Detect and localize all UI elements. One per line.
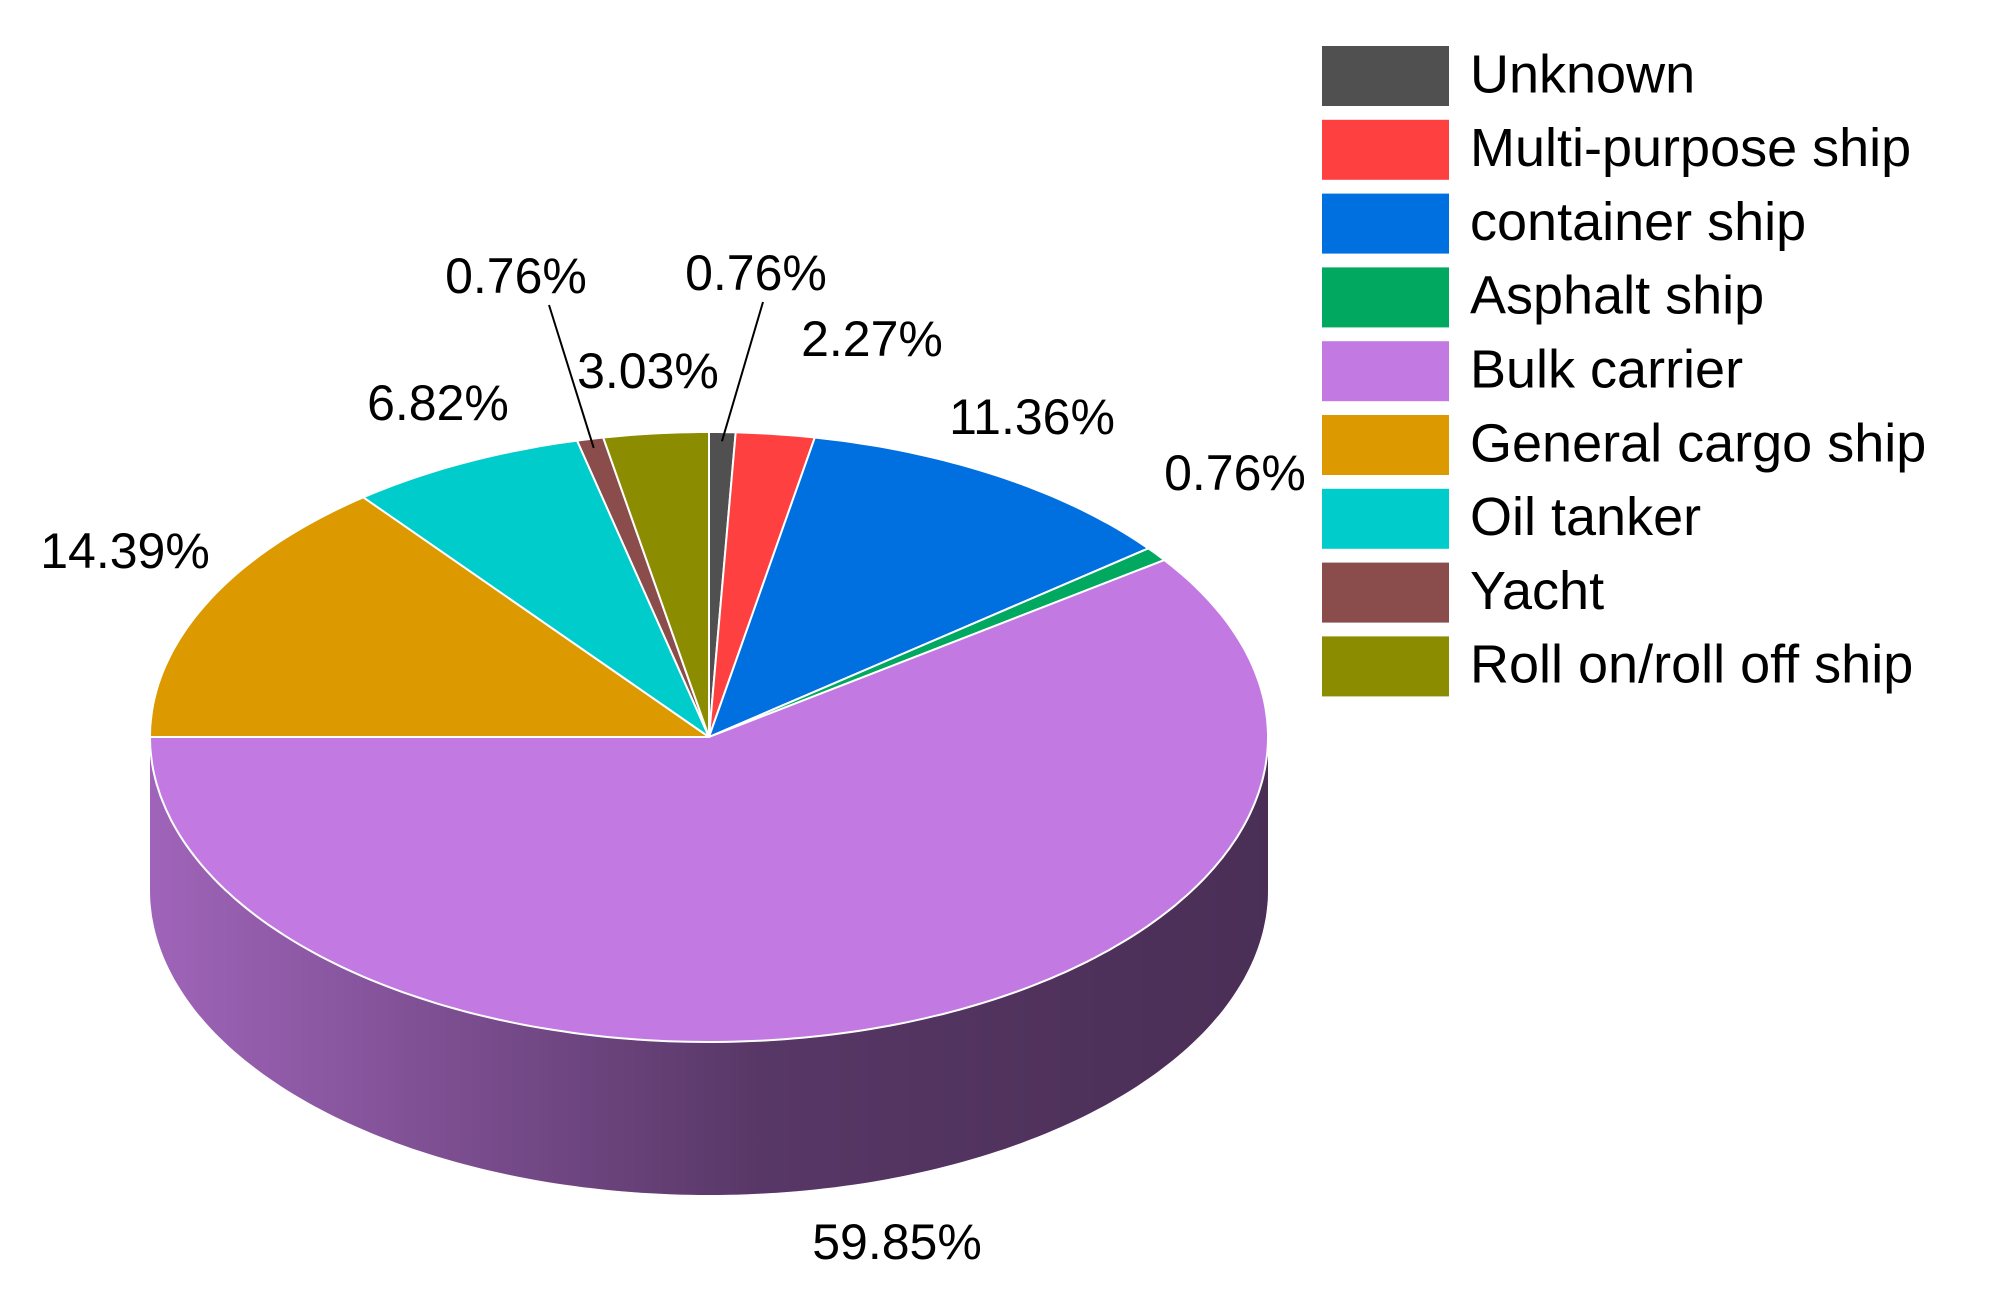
pie-slice — [602, 431, 710, 738]
value-label: 6.82% — [367, 375, 509, 431]
legend-label: Asphalt ship — [1470, 266, 1764, 326]
legend-label: Multi-purpose ship — [1470, 118, 1911, 178]
legend-label: Yacht — [1470, 561, 1604, 621]
legend-label: General cargo ship — [1470, 413, 1926, 473]
legend-label: Bulk carrier — [1470, 339, 1743, 399]
legend-swatch — [1322, 46, 1449, 106]
value-label: 11.36% — [949, 389, 1115, 445]
pie-slice — [362, 439, 710, 738]
pie-slice — [708, 436, 1150, 738]
legend-swatch — [1322, 562, 1449, 623]
value-label: 3.03% — [577, 343, 719, 399]
value-label: 14.39% — [40, 523, 210, 579]
value-label: 2.27% — [801, 311, 943, 367]
legend-swatch — [1322, 636, 1449, 697]
leader-line — [720, 301, 764, 442]
value-label: 59.85% — [812, 1214, 982, 1270]
legend-label: Oil tanker — [1470, 487, 1701, 547]
value-label: 0.76% — [1164, 445, 1306, 501]
legend-label: container ship — [1470, 192, 1806, 252]
pie-slice — [149, 496, 710, 738]
value-label: 0.76% — [445, 248, 587, 304]
pie-slice — [149, 559, 1269, 1043]
legend-swatch — [1322, 193, 1449, 254]
legend-swatch — [1322, 119, 1449, 180]
pie-side-shade — [150, 737, 1268, 1195]
value-label: 0.76% — [685, 245, 827, 301]
legend-swatch — [1322, 415, 1449, 475]
legend-swatch — [1322, 267, 1449, 328]
legend-label: Unknown — [1470, 44, 1695, 104]
legend-label: Roll on/roll off ship — [1470, 635, 1913, 695]
leader-line — [548, 304, 595, 449]
legend-swatch — [1322, 341, 1449, 402]
legend-swatch — [1322, 488, 1449, 549]
